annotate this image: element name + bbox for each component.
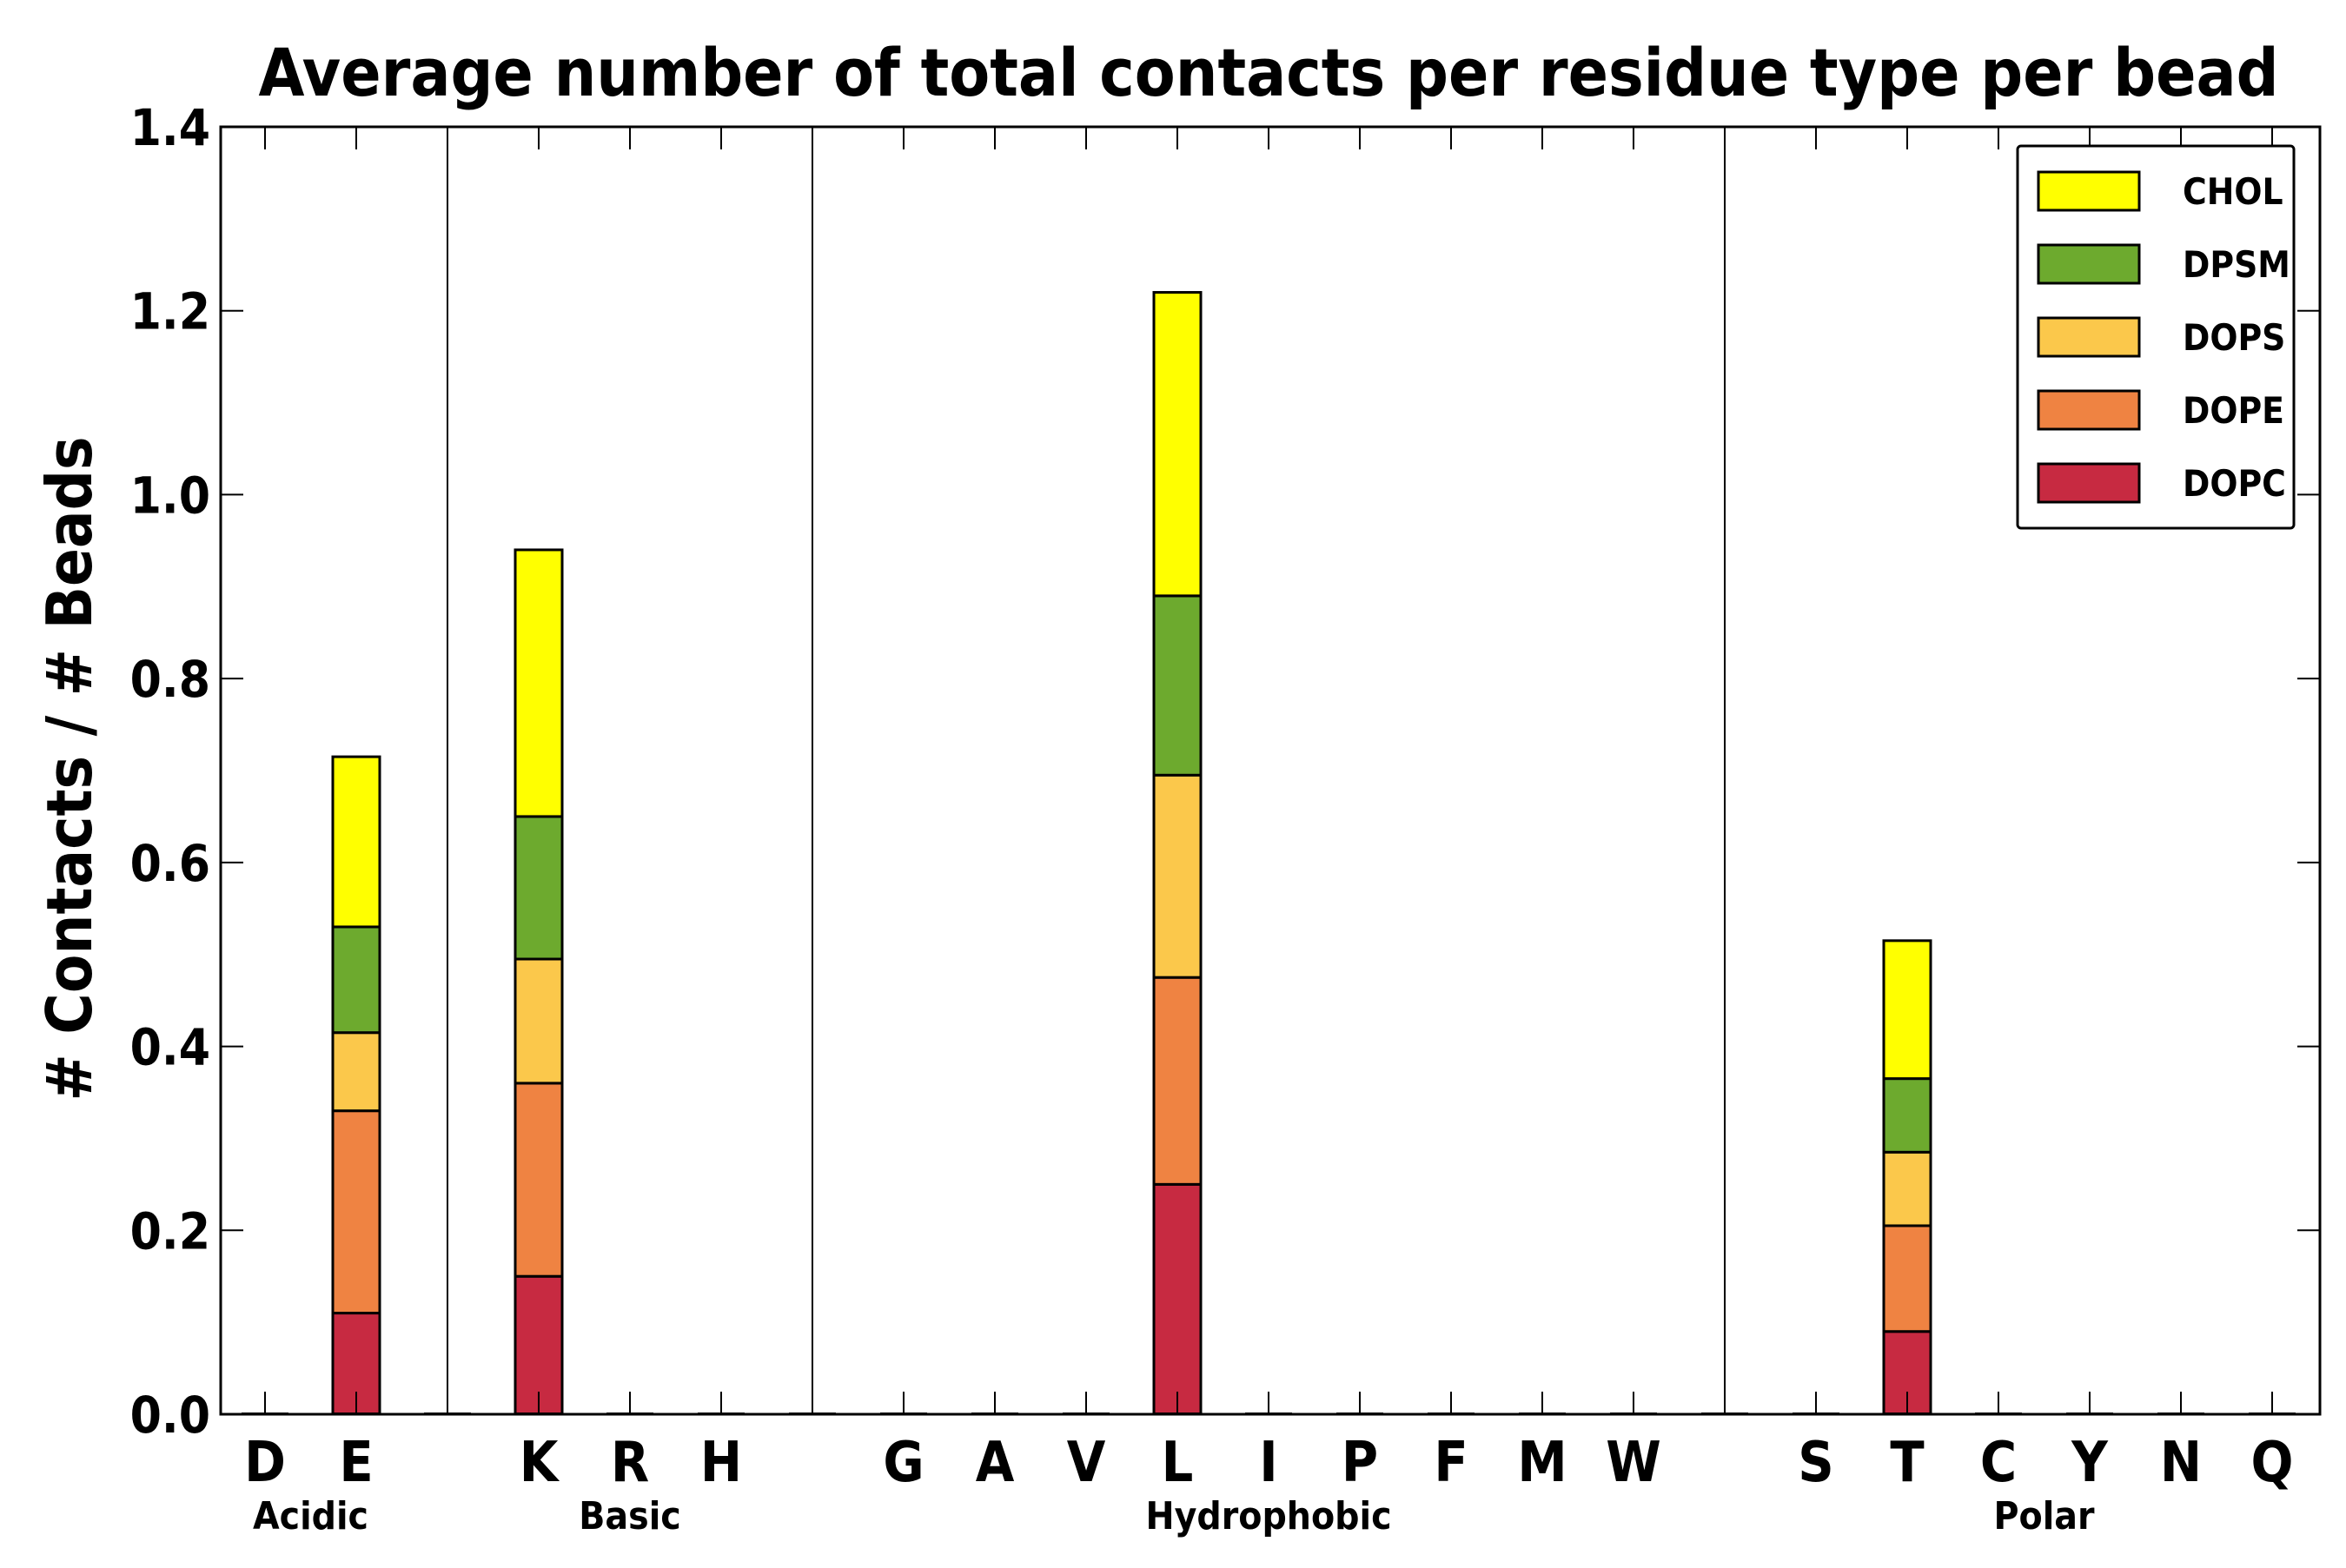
- bar-T-chol: [1882, 939, 1932, 1081]
- x-tick-label-S: S: [1798, 1431, 1833, 1495]
- x-tick-label-H: H: [700, 1431, 742, 1495]
- legend-label-chol: CHOL: [2183, 170, 2283, 213]
- y-axis-label: # Contacts / # Beads: [33, 436, 106, 1101]
- plot-area: 0.0 0.2 0.4 0.6 0.8 1.0 1.2 1.4 D E K R H G A V L I P F M W S T…: [130, 98, 2322, 1538]
- x-tick-label-Y: Y: [2071, 1431, 2109, 1495]
- y-tick-label: 1.0: [130, 466, 210, 525]
- bar-T-dops: [1882, 1150, 1932, 1227]
- bar-E-chol: [331, 755, 381, 929]
- x-tick-label-K: K: [520, 1431, 560, 1495]
- bar-L-chol: [1152, 291, 1203, 598]
- bar-E-dops: [331, 1031, 381, 1113]
- x-tick-label-W: W: [1606, 1431, 1661, 1495]
- x-tick-label-C: C: [1980, 1431, 2017, 1495]
- y-tick-label: 1.4: [130, 98, 210, 157]
- legend-label-dope: DOPE: [2183, 389, 2284, 432]
- legend-swatch-chol: [2037, 170, 2141, 212]
- bar-T-dope: [1882, 1224, 1932, 1333]
- y-tick-label: 0.8: [130, 650, 210, 709]
- x-tick-label-G: G: [883, 1431, 924, 1495]
- x-tick-label-Q: Q: [2251, 1431, 2294, 1495]
- x-tick-label-I: I: [1259, 1431, 1277, 1495]
- bar-E-dpsm: [331, 925, 381, 1035]
- x-tick-label-R: R: [611, 1431, 649, 1495]
- bar-K-dops: [514, 957, 564, 1085]
- plot-frame: [219, 125, 2322, 1416]
- group-label-polar: Polar: [1994, 1494, 2095, 1538]
- bar-L-dops: [1152, 773, 1203, 979]
- x-tick-label-E: E: [339, 1431, 373, 1495]
- x-tick-label-A: A: [976, 1431, 1015, 1495]
- bar-L-dopc: [1152, 1182, 1203, 1416]
- legend-label-dopc: DOPC: [2183, 462, 2286, 505]
- x-tick-label-P: P: [1342, 1431, 1378, 1495]
- y-tick-label: 0.4: [130, 1018, 210, 1077]
- x-tick-label-L: L: [1162, 1431, 1194, 1495]
- bar-E-dope: [331, 1109, 381, 1315]
- x-tick-label-D: D: [244, 1431, 286, 1495]
- bar-L-dpsm: [1152, 594, 1203, 777]
- group-label-hydrophobic: Hydrophobic: [1145, 1494, 1391, 1538]
- group-label-basic: Basic: [579, 1494, 680, 1538]
- legend-label-dops: DOPS: [2183, 316, 2285, 359]
- group-label-acidic: Acidic: [253, 1494, 368, 1538]
- legend-swatch-dpsm: [2037, 243, 2141, 285]
- y-tick-label: 0.0: [130, 1386, 210, 1445]
- bar-T-dpsm: [1882, 1077, 1932, 1154]
- y-tick-label: 0.6: [130, 834, 210, 893]
- x-tick-label-N: N: [2160, 1431, 2202, 1495]
- x-tick-label-T: T: [1890, 1431, 1924, 1495]
- legend-label-dpsm: DPSM: [2183, 243, 2290, 286]
- bar-K-dpsm: [514, 815, 564, 961]
- legend-box: [2016, 144, 2296, 530]
- chart-title: Average number of total contacts per res…: [258, 34, 2278, 111]
- legend-swatch-dops: [2037, 316, 2141, 358]
- x-tick-label-M: M: [1517, 1431, 1567, 1495]
- bar-K-chol: [514, 548, 564, 818]
- legend-swatch-dopc: [2037, 462, 2141, 504]
- bar-L-dope: [1152, 976, 1203, 1186]
- x-tick-label-F: F: [1434, 1431, 1468, 1495]
- legend: CHOL DPSM DOPS DOPE DOPC: [2016, 144, 2296, 530]
- y-tick-label: 1.2: [130, 282, 210, 341]
- x-tick-label-V: V: [1067, 1431, 1106, 1495]
- legend-swatch-dope: [2037, 389, 2141, 431]
- y-tick-label: 0.2: [130, 1201, 210, 1260]
- bar-K-dope: [514, 1082, 564, 1278]
